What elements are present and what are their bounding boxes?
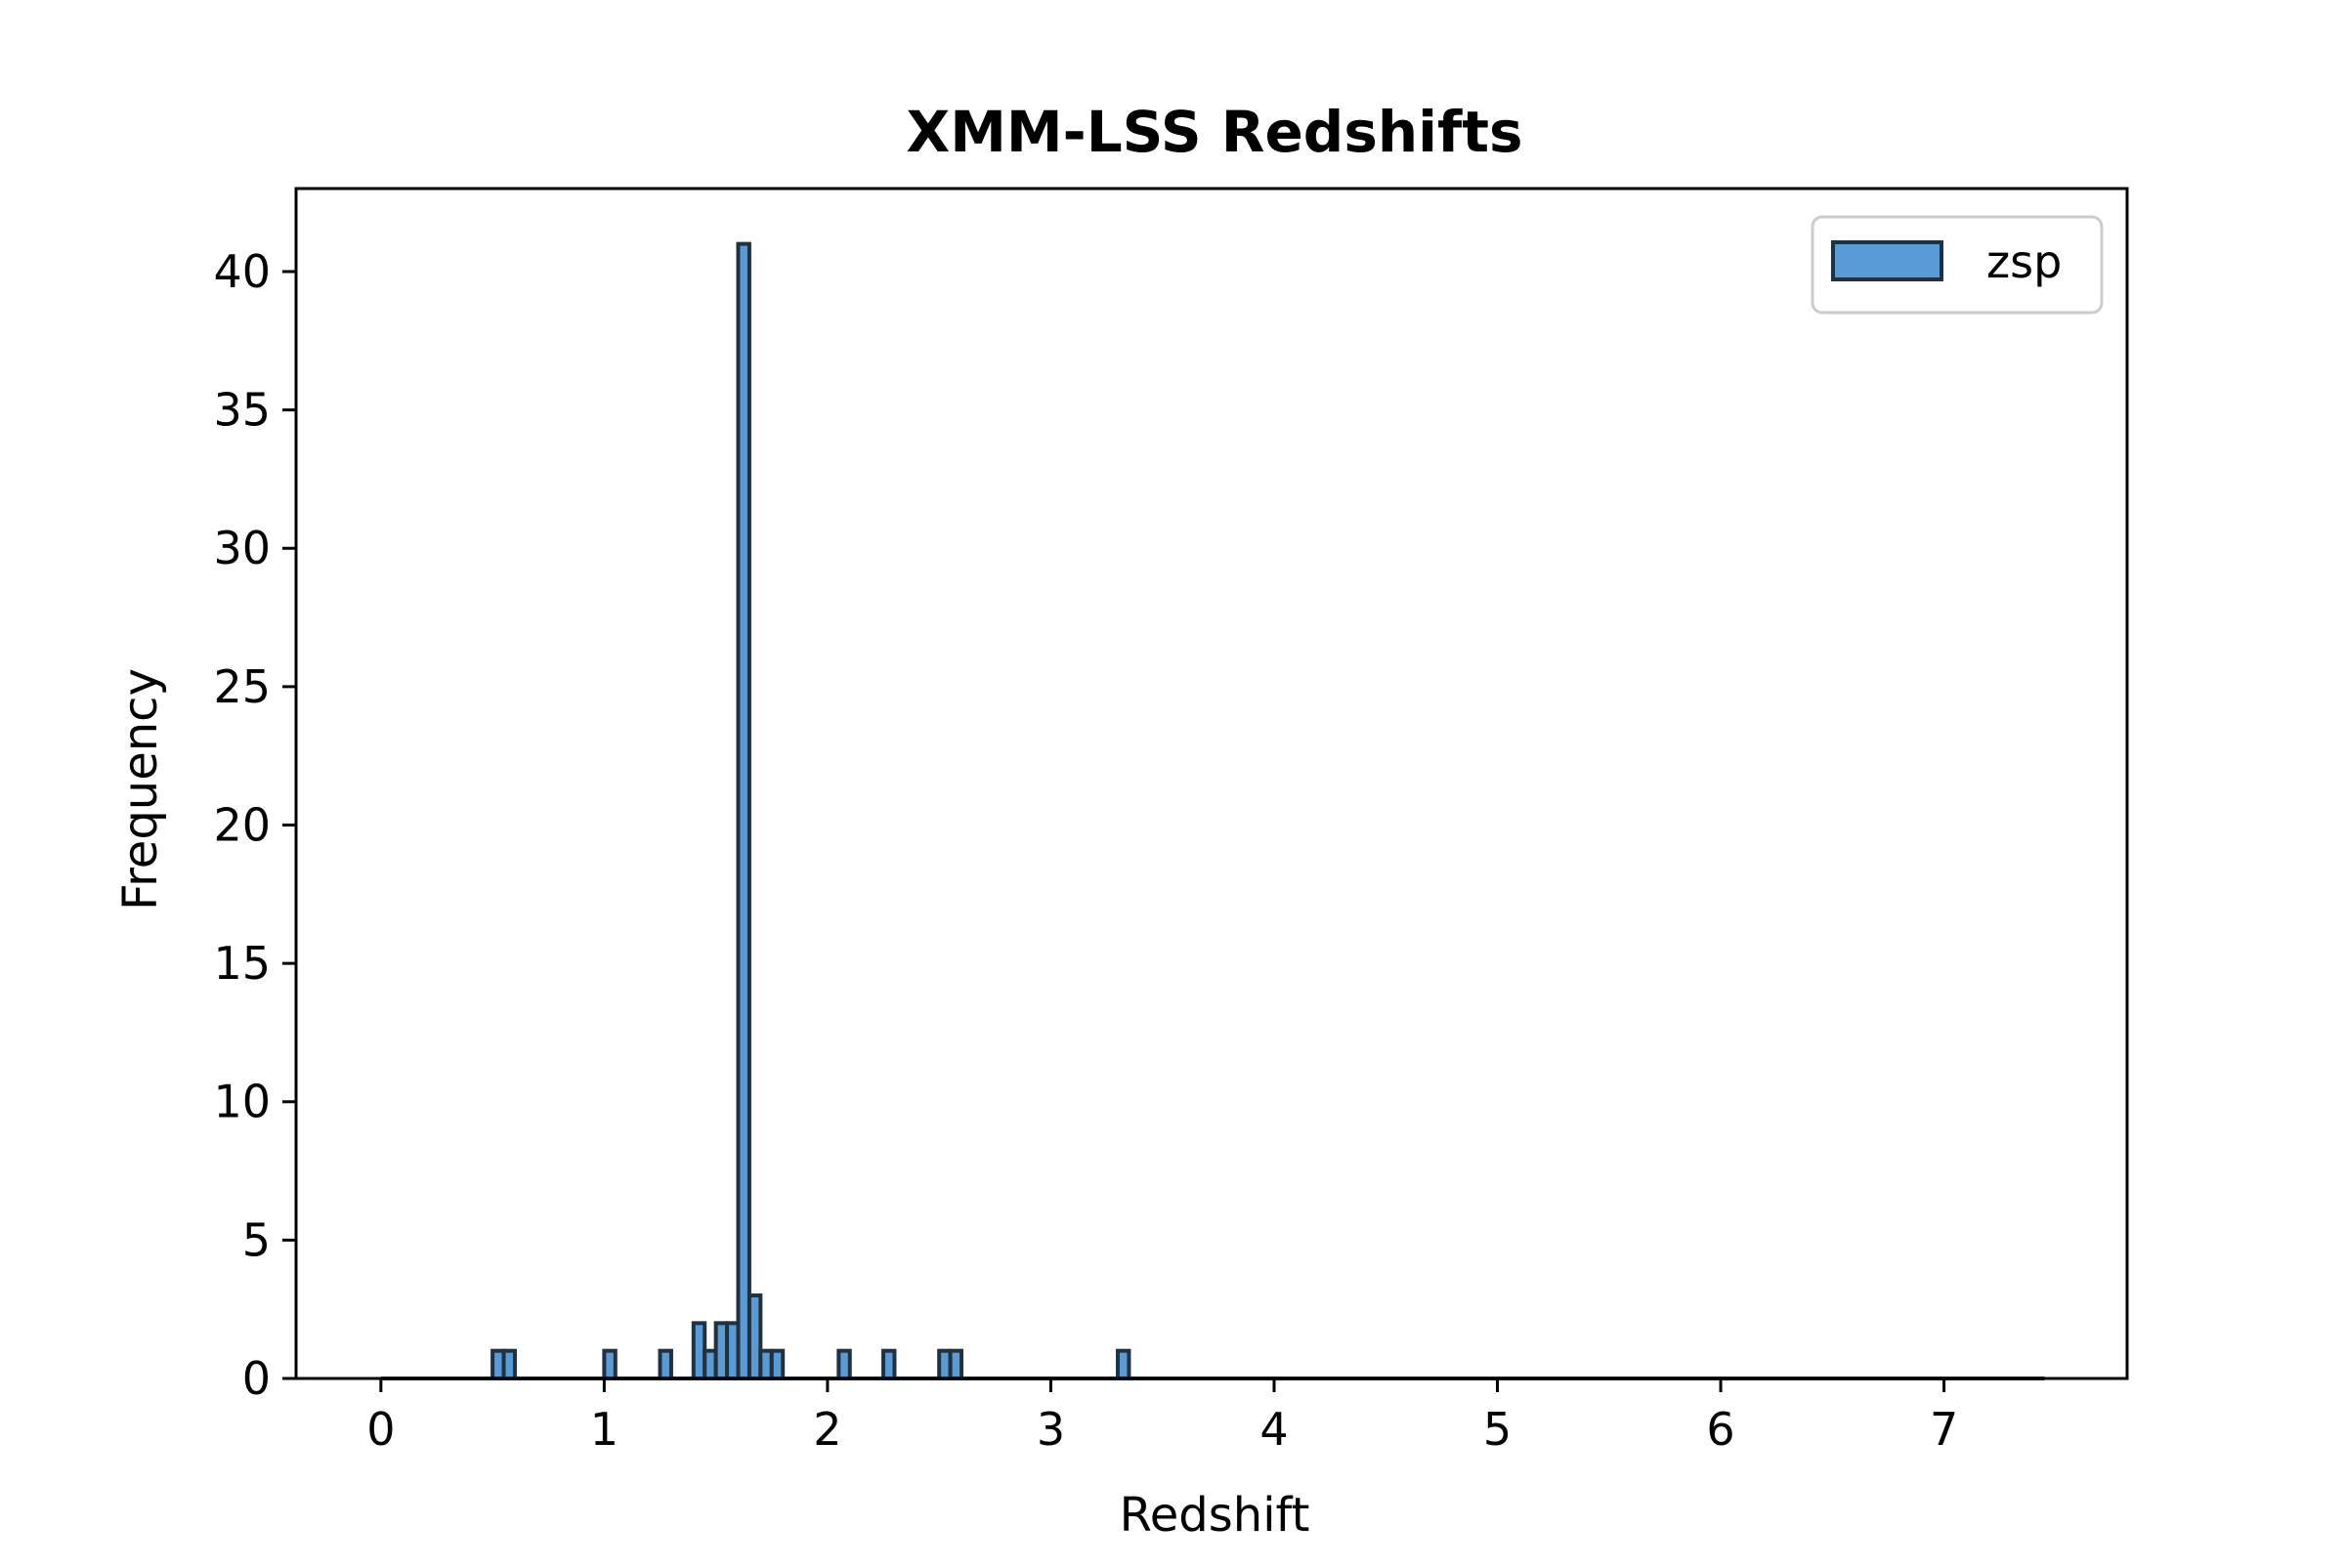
x-tick-label: 0 (366, 1403, 395, 1456)
x-tick-label: 1 (590, 1403, 618, 1456)
x-tick-label: 5 (1483, 1403, 1512, 1456)
x-axis: 0 1 2 3 4 5 6 7 (366, 1378, 1958, 1456)
histogram-bar (1116, 1348, 1131, 1381)
legend-label-zsp: zsp (1986, 235, 2062, 288)
y-tick-label: 25 (213, 660, 271, 713)
y-tick-label: 10 (213, 1076, 271, 1128)
histogram-bar (501, 1348, 517, 1381)
legend: zsp (1811, 215, 2104, 315)
y-tick-label: 0 (242, 1352, 271, 1405)
x-tick-label: 2 (813, 1403, 841, 1456)
x-tick-label: 6 (1706, 1403, 1734, 1456)
histogram-bar (736, 241, 751, 1381)
y-tick-label: 40 (213, 245, 271, 298)
chart-title: XMM-LSS Redshifts (906, 99, 1522, 165)
y-tick-label: 20 (213, 798, 271, 851)
plot-frame (294, 187, 2129, 1380)
histogram-bar (658, 1348, 673, 1381)
x-tick-label: 7 (1930, 1403, 1958, 1456)
y-tick-label: 15 (213, 937, 271, 990)
x-tick-label: 4 (1259, 1403, 1288, 1456)
histogram-bar (769, 1348, 786, 1381)
histogram-bar (881, 1348, 897, 1381)
histogram-bar (836, 1348, 852, 1381)
histogram-bar (948, 1348, 964, 1381)
legend-swatch-zsp (1831, 240, 1943, 281)
histogram-bar (602, 1348, 618, 1381)
x-tick-label: 3 (1037, 1403, 1065, 1456)
x-axis-title: Redshift (1120, 1488, 1310, 1543)
y-tick-label: 30 (213, 522, 271, 574)
bars-layer (490, 241, 1131, 1381)
y-tick-label: 5 (242, 1213, 271, 1266)
y-axis: 0 5 10 15 20 25 30 35 40 (213, 245, 296, 1405)
y-axis-title: Frequency (113, 668, 168, 911)
y-tick-label: 35 (213, 384, 271, 437)
